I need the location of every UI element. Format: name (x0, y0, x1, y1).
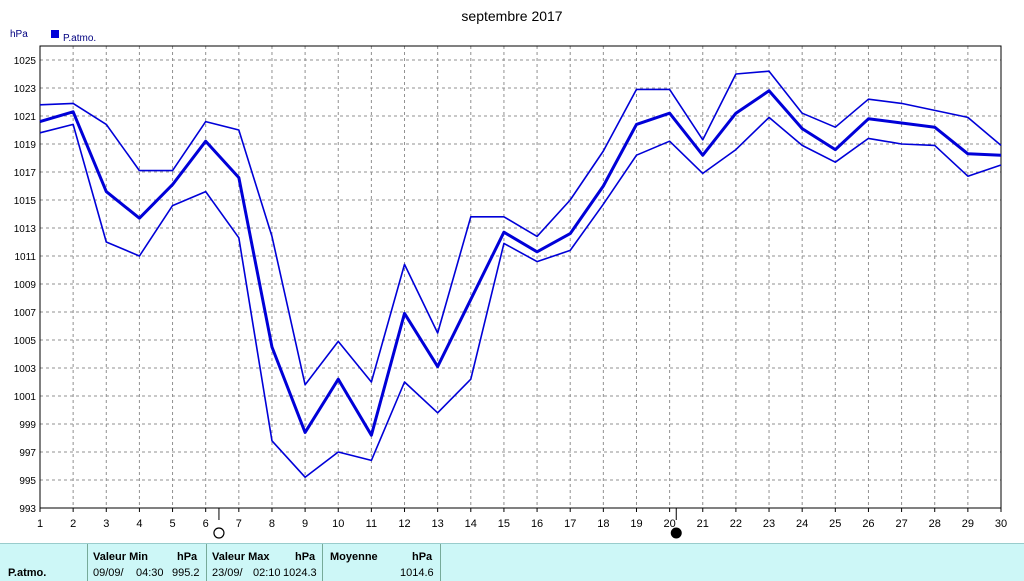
y-tick-label: 1015 (14, 196, 37, 207)
x-tick-label: 30 (995, 518, 1007, 530)
x-tick-label: 1 (37, 518, 43, 530)
x-tick-label: 5 (169, 518, 175, 530)
x-tick-label: 12 (398, 518, 410, 530)
max-value: 1024.3 (283, 567, 317, 579)
x-tick-label: 17 (564, 518, 576, 530)
x-tick-label: 6 (203, 518, 209, 530)
stats-divider (440, 544, 441, 581)
x-tick-label: 16 (531, 518, 543, 530)
y-tick-label: 999 (19, 420, 36, 431)
x-tick-label: 19 (630, 518, 642, 530)
stats-table: P.atmo. Valeur Min hPa 09/09/ 04:30 995.… (0, 543, 1024, 581)
y-tick-label: 1005 (14, 336, 37, 347)
mean-value: 1014.6 (400, 567, 434, 579)
y-tick-label: 1025 (14, 56, 37, 67)
legend-swatch (51, 30, 59, 38)
grid (40, 46, 1001, 508)
full-moon-icon (213, 527, 225, 539)
y-tick-label: 1017 (14, 168, 37, 179)
y-axis-unit: hPa (10, 29, 28, 40)
series-line-mean (39, 89, 1002, 437)
max-time: 02:10 (253, 567, 281, 579)
x-tick-label: 13 (432, 518, 444, 530)
series-line-max (39, 70, 1002, 386)
new-moon-icon (670, 527, 682, 539)
chart-title: septembre 2017 (461, 8, 562, 24)
x-tick-label: 3 (103, 518, 109, 530)
y-axis-ticks: 993 995 997 999 1001 1003 1005 1007 1009 1011 1013… (14, 56, 37, 515)
x-tick-label: 28 (929, 518, 941, 530)
max-date: 23/09/ (212, 567, 243, 579)
pressure-chart: septembre 2017 hPa P.atmo. 993 995 997 999 1… (10, 8, 1007, 539)
y-tick-label: 1001 (14, 392, 37, 403)
plot-frame (39, 45, 1002, 509)
mean-unit: hPa (412, 551, 433, 563)
series-line-min (39, 116, 1002, 479)
y-tick-label: 1019 (14, 140, 37, 151)
x-tick-label: 9 (302, 518, 308, 530)
stats-row-label: P.atmo. (8, 567, 47, 579)
stats-divider (322, 544, 323, 581)
y-tick-label: 1011 (14, 252, 36, 263)
y-tick-label: 997 (19, 448, 36, 459)
min-date: 09/09/ (93, 567, 124, 579)
x-tick-label: 14 (465, 518, 477, 530)
x-tick-label: 27 (895, 518, 907, 530)
x-tick-label: 10 (332, 518, 344, 530)
x-tick-label: 7 (236, 518, 242, 530)
y-tick-label: 1023 (14, 84, 37, 95)
y-tick-label: 1003 (14, 364, 37, 375)
max-header: Valeur Max (212, 551, 270, 563)
legend-label: P.atmo. (63, 33, 96, 44)
x-tick-label: 2 (70, 518, 76, 530)
x-tick-label: 21 (697, 518, 709, 530)
series-lines (39, 70, 1002, 479)
x-tick-label: 24 (796, 518, 808, 530)
min-value: 995.2 (172, 567, 200, 579)
x-tick-label: 8 (269, 518, 275, 530)
x-tick-label: 23 (763, 518, 775, 530)
x-tick-label: 15 (498, 518, 510, 530)
y-tick-label: 1007 (14, 308, 37, 319)
moon-phase-markers (213, 508, 682, 539)
y-tick-label: 993 (19, 504, 36, 515)
stats-divider (87, 544, 88, 581)
x-tick-label: 22 (730, 518, 742, 530)
x-tick-label: 25 (829, 518, 841, 530)
x-axis-ticks: 1 2 3 4 5 6 7 8 9 10 11 12 13 14 15 16 17 18 19 20 21 22 23 24 2… (37, 508, 1007, 530)
mean-header: Moyenne (330, 551, 378, 563)
x-tick-label: 29 (962, 518, 974, 530)
x-tick-label: 18 (597, 518, 609, 530)
min-time: 04:30 (136, 567, 164, 579)
y-tick-label: 995 (19, 476, 36, 487)
max-unit: hPa (295, 551, 316, 563)
y-tick-label: 1021 (14, 112, 37, 123)
x-tick-label: 26 (862, 518, 874, 530)
min-header: Valeur Min (93, 551, 149, 563)
y-tick-label: 1009 (14, 280, 37, 291)
min-unit: hPa (177, 551, 198, 563)
y-tick-label: 1013 (14, 224, 37, 235)
x-tick-label: 20 (663, 518, 675, 530)
x-tick-label: 4 (136, 518, 142, 530)
stats-divider (206, 544, 207, 581)
x-tick-label: 11 (366, 518, 377, 530)
